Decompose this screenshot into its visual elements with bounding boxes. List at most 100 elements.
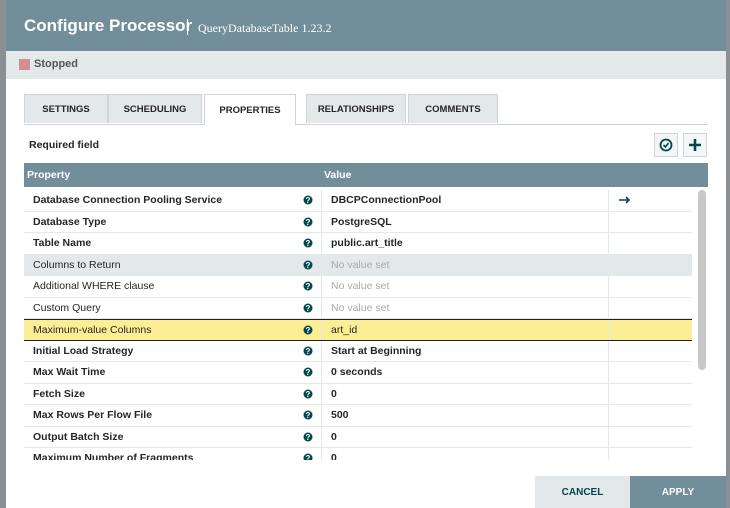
status-text: Stopped: [34, 58, 78, 70]
property-row[interactable]: Maximum Number of Fragments? 0: [24, 448, 692, 460]
tab[interactable]: PROPERTIES: [204, 94, 296, 125]
separator: [187, 19, 188, 35]
actions: [608, 297, 692, 318]
svg-text:?: ?: [306, 196, 311, 205]
actions: [608, 276, 692, 297]
svg-text:?: ?: [306, 261, 311, 270]
help[interactable]: ?: [303, 410, 313, 423]
title: Configure Processor: [24, 16, 193, 35]
property-value[interactable]: 0: [321, 383, 608, 404]
help[interactable]: ?: [303, 432, 313, 445]
actions: [608, 405, 692, 426]
property-row[interactable]: Max Rows Per Flow File? 500: [24, 405, 692, 427]
add-property-button[interactable]: [683, 133, 707, 157]
help[interactable]: ?: [303, 238, 313, 251]
tab[interactable]: RELATIONSHIPS: [306, 94, 406, 123]
property-name: Output Batch Size: [33, 430, 124, 443]
actions: [608, 233, 692, 254]
svg-text:?: ?: [306, 433, 311, 442]
property-row[interactable]: Initial Load Strategy? Start at Beginning: [24, 340, 692, 362]
property-value[interactable]: PostgreSQL: [321, 211, 608, 232]
help-icon: ?: [303, 432, 313, 442]
property-name: Additional WHERE clause: [33, 280, 155, 293]
required-label: Required field: [29, 139, 100, 151]
table-header: Property Value: [24, 163, 708, 187]
help[interactable]: ?: [303, 195, 313, 208]
verify-icon: [659, 138, 673, 152]
actions: [608, 448, 692, 460]
property-value[interactable]: No value set: [321, 297, 608, 318]
property-value[interactable]: art_id: [321, 320, 608, 340]
cancel-button[interactable]: CANCEL: [535, 476, 630, 508]
help-icon: ?: [303, 325, 313, 335]
property-value[interactable]: 500: [321, 405, 608, 426]
help[interactable]: ?: [303, 260, 313, 273]
svg-text:?: ?: [306, 326, 311, 335]
property-name: Maximum-value Columns: [33, 323, 152, 336]
svg-text:?: ?: [306, 454, 311, 460]
help-icon: ?: [303, 346, 313, 356]
verify-button[interactable]: [654, 133, 678, 157]
property-row[interactable]: Fetch Size? 0: [24, 383, 692, 405]
help-icon: ?: [303, 217, 313, 227]
column-header: Property: [27, 169, 71, 181]
property-name: Max Rows Per Flow File: [33, 409, 153, 422]
property-value[interactable]: DBCPConnectionPool: [321, 190, 608, 211]
property-value[interactable]: No value set: [321, 276, 608, 297]
property-row[interactable]: Database Type? PostgreSQL: [24, 211, 692, 233]
help[interactable]: ?: [303, 217, 313, 230]
tab[interactable]: COMMENTS: [408, 94, 498, 123]
actions: [608, 426, 692, 447]
svg-text:?: ?: [306, 282, 311, 291]
help[interactable]: ?: [303, 389, 313, 402]
property-row[interactable]: Table Name? public.art_title: [24, 233, 692, 255]
property-value[interactable]: 0: [321, 426, 608, 447]
svg-text:?: ?: [306, 368, 311, 377]
property-row[interactable]: Columns to Return? No value set: [24, 254, 692, 276]
property-name: Fetch Size: [33, 387, 85, 400]
goto-icon[interactable]: [617, 195, 637, 205]
actions: [608, 190, 692, 211]
tab[interactable]: SCHEDULING: [108, 94, 202, 123]
help-icon: ?: [303, 453, 313, 460]
property-row[interactable]: Additional WHERE clause? No value set: [24, 276, 692, 298]
help-icon: ?: [303, 238, 313, 248]
property-value[interactable]: 0 seconds: [321, 362, 608, 383]
help[interactable]: ?: [303, 346, 313, 359]
actions: [608, 320, 692, 340]
property-row[interactable]: Custom Query? No value set: [24, 297, 692, 319]
property-row[interactable]: Database Connection Pooling Service? DBCP…: [24, 190, 692, 212]
help-icon: ?: [303, 410, 313, 420]
help[interactable]: ?: [303, 303, 313, 316]
svg-text:?: ?: [306, 390, 311, 399]
property-name: Initial Load Strategy: [33, 344, 134, 357]
property-row[interactable]: Output Batch Size? 0: [24, 426, 692, 448]
tab[interactable]: SETTINGS: [24, 94, 108, 123]
actions: [608, 362, 692, 383]
property-name: Custom Query: [33, 301, 101, 314]
property-value[interactable]: 0: [321, 448, 608, 460]
help[interactable]: ?: [303, 281, 313, 294]
dialog: Configure Processor QueryDatabaseTable 1…: [6, 0, 726, 508]
property-row[interactable]: Max Wait Time? 0 seconds: [24, 362, 692, 384]
property-name: Database Type: [33, 215, 107, 228]
help-icon: ?: [303, 367, 313, 377]
property-value[interactable]: Start at Beginning: [321, 340, 608, 361]
property-value[interactable]: public.art_title: [321, 233, 608, 254]
tab-bar: SETTINGS SCHEDULING PROPERTIES RELATIONSHIP…: [24, 94, 708, 125]
apply-button[interactable]: APPLY: [630, 476, 726, 508]
help-icon: ?: [303, 260, 313, 270]
help[interactable]: ?: [303, 367, 313, 380]
help[interactable]: ?: [303, 453, 313, 460]
scrollbar[interactable]: [698, 190, 706, 370]
table-body: Database Connection Pooling Service? DBCP…: [24, 190, 708, 460]
help-icon: ?: [303, 303, 313, 313]
subtitle: QueryDatabaseTable 1.23.2: [198, 21, 332, 35]
header: Configure Processor QueryDatabaseTable 1…: [6, 0, 726, 51]
help[interactable]: ?: [303, 325, 313, 338]
property-row[interactable]: Maximum-value Columns? art_id: [24, 319, 692, 341]
actions: [608, 383, 692, 404]
svg-text:?: ?: [306, 218, 311, 227]
property-value[interactable]: No value set: [321, 254, 608, 275]
